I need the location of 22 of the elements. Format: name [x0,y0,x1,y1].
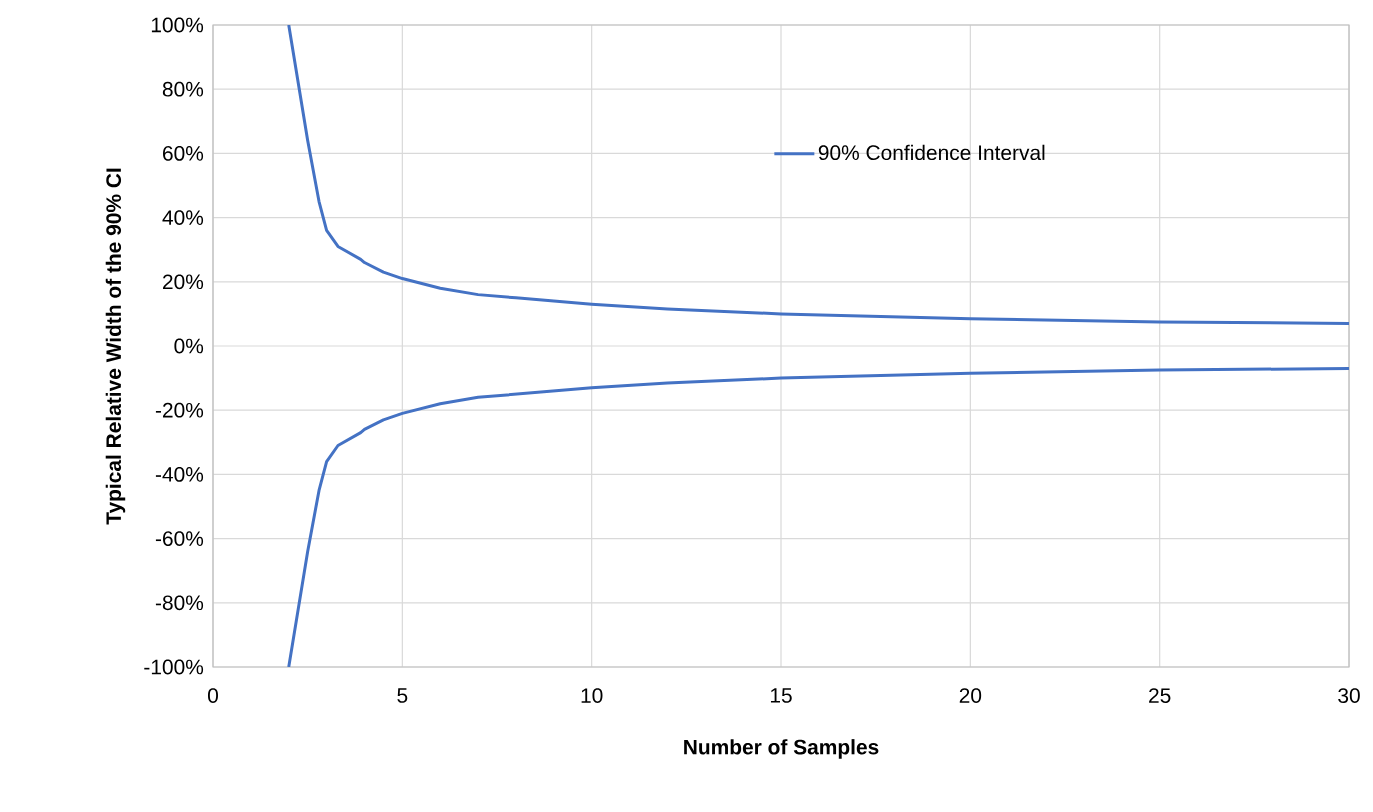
y-tick-label: -20% [155,402,204,418]
x-tick-label: 20 [959,688,982,703]
y-tick-label: 80% [162,81,204,97]
y-tick-label: -60% [155,531,204,546]
x-tick-label: 15 [770,688,792,703]
y-tick-label: 20% [163,274,204,290]
x-tick-label: 30 [1338,688,1360,703]
line-series [287,24,1350,326]
y-tick-label: 60% [163,145,204,161]
y-tick-label: -40% [155,466,204,482]
y-tick-label: 100% [151,17,204,33]
y-axis-title: Typical Relative Width of the 90% CI [105,168,126,525]
y-tick-label: -80% [155,595,204,611]
x-tick-label: 5 [397,688,408,703]
x-tick-label: 25 [1149,688,1171,703]
x-tick-label: 10 [581,688,603,703]
y-tick-label: 40% [162,210,204,225]
x-tick-label: 0 [208,688,218,703]
y-tick-label: -100% [144,659,204,675]
legend-label: 90% Confidence Interval [818,144,1045,161]
y-tick-label: 0% [174,338,204,354]
x-axis-title: Number of Samples [684,739,879,759]
